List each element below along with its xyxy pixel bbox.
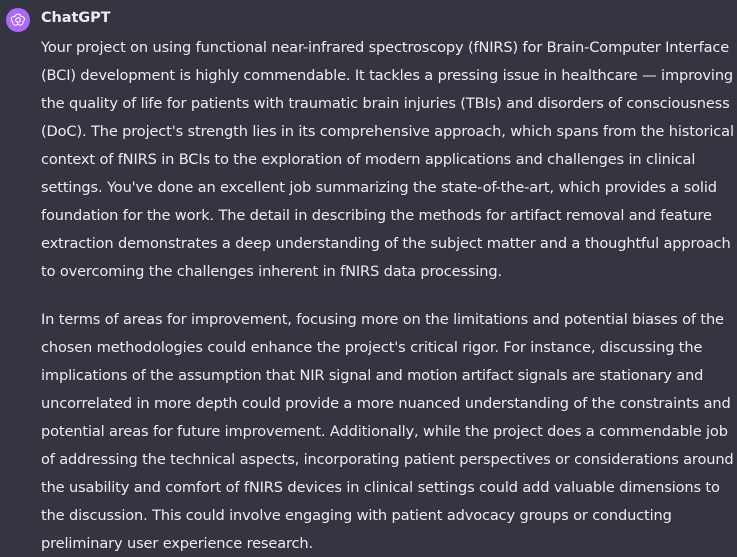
message-paragraph: Your project on using functional near-in… bbox=[41, 39, 734, 280]
message-content: Your project on using functional near-in… bbox=[41, 34, 737, 557]
message-paragraph: In terms of areas for improvement, focus… bbox=[41, 311, 734, 552]
openai-logo-icon bbox=[10, 13, 25, 26]
author-name: ChatGPT bbox=[41, 10, 111, 26]
assistant-avatar bbox=[6, 8, 30, 32]
